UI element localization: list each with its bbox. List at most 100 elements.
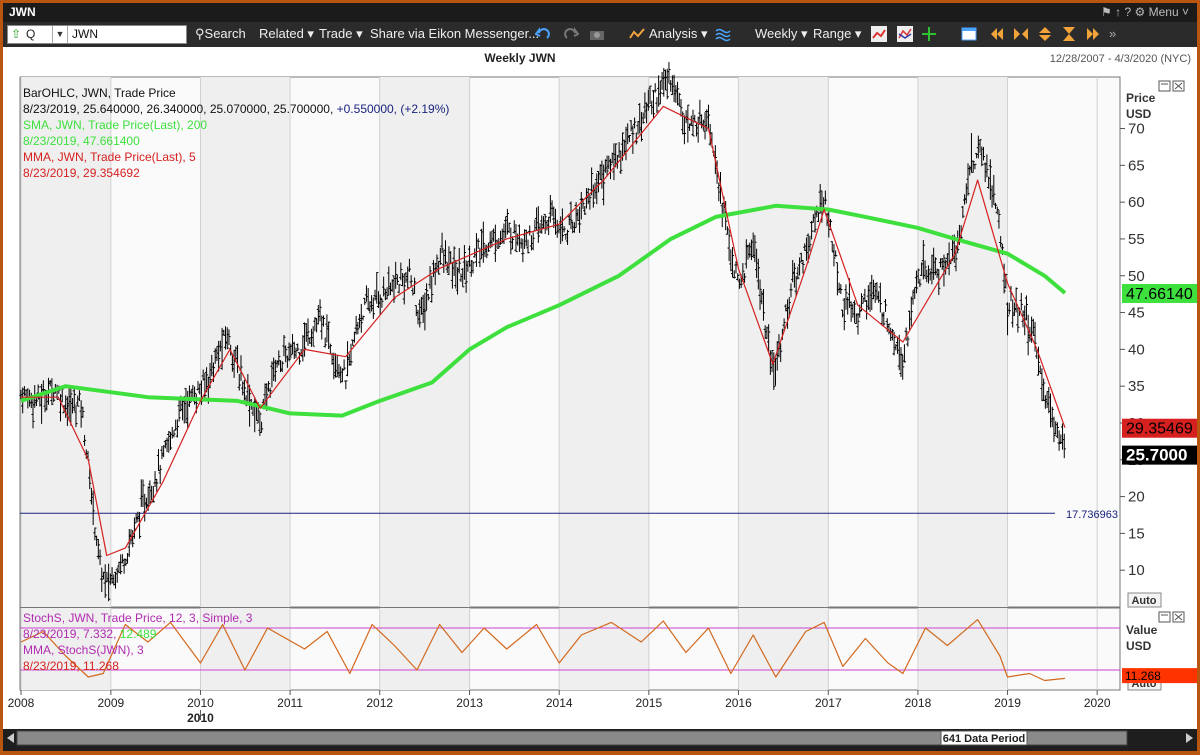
legend-sma-name: SMA, JWN, Trade Price(Last), 200 xyxy=(23,118,207,132)
scroll-right-arrow-icon[interactable] xyxy=(1186,733,1193,743)
chart-title: Weekly JWN xyxy=(484,51,555,65)
panel-restore-icon[interactable] xyxy=(1158,80,1171,92)
ric-input-box[interactable]: ⇧ Q ▼ JWN xyxy=(7,25,187,44)
scroll-left-icon[interactable] xyxy=(989,26,1005,42)
value-axis-title: Value xyxy=(1126,623,1158,637)
legend-bar-values: 8/23/2019, 25.640000, 26.340000, 25.0700… xyxy=(23,102,449,116)
year-tick-label: 2014 xyxy=(546,696,573,710)
bell-icon[interactable]: ⚑ xyxy=(1101,5,1112,19)
sma-last-value-tag-text: 47.66140 xyxy=(1126,286,1193,303)
chevron-down-icon[interactable]: ▼ xyxy=(52,26,68,43)
time-scrollbar-thumb[interactable] xyxy=(16,730,1128,746)
search-button[interactable]: ⚲Search xyxy=(195,26,246,41)
scroll-left-arrow-icon[interactable] xyxy=(7,733,14,743)
price-tick-label: 45 xyxy=(1128,305,1145,322)
mma-last-value-tag xyxy=(1122,418,1199,438)
legend-mma-value: 8/23/2019, 29.354692 xyxy=(23,166,140,180)
year-tick-label: 2012 xyxy=(366,696,393,710)
legend-stoch-mma-name: MMA, StochS(JWN), 3 xyxy=(23,643,144,657)
stoch-line xyxy=(20,618,1066,682)
up-arrow-icon[interactable]: ↑ xyxy=(1115,5,1122,19)
year-tick-label: 2010 xyxy=(187,696,214,710)
waves-icon[interactable] xyxy=(715,26,731,42)
price-tick-label: 65 xyxy=(1128,157,1145,174)
price-axis-unit: USD xyxy=(1126,107,1152,121)
search-icon: ⚲ xyxy=(195,26,205,41)
panel-close-icon-x xyxy=(1174,82,1183,90)
analysis-icon xyxy=(629,28,645,39)
more-icon[interactable]: » xyxy=(1109,26,1117,41)
year-band xyxy=(379,77,470,607)
year-tick-label: 2011 xyxy=(277,696,303,710)
share-button[interactable]: Share via Eikon Messenger... xyxy=(370,26,540,41)
year-tick-label: 2013 xyxy=(456,696,483,710)
legend-stoch-value-b: 12.489 xyxy=(120,627,157,641)
price-tick-label: 20 xyxy=(1128,489,1145,506)
price-tick-label: 35 xyxy=(1128,378,1145,395)
year-band xyxy=(200,77,291,607)
year-band xyxy=(738,77,829,607)
date-range: 12/28/2007 - 4/3/2020 (NYC) xyxy=(1050,53,1191,65)
redo-icon[interactable] xyxy=(563,26,579,42)
panel-restore-icon[interactable] xyxy=(1158,611,1171,623)
title-controls: ⚑ ↑ ? ⚙ Menu ˅ xyxy=(1101,5,1189,19)
legend-stoch-mma-value: 8/23/2019, 11.268 xyxy=(23,659,119,673)
window-icon[interactable] xyxy=(961,26,977,42)
data-period-label: 641 Data Period xyxy=(943,733,1026,745)
auto-scale-label: Auto xyxy=(1131,595,1156,607)
year-band xyxy=(379,608,470,690)
settings-icon[interactable]: ⚙ xyxy=(1134,5,1146,19)
zoom-in-icon[interactable] xyxy=(1013,26,1029,42)
legend-stoch-value-a: 8/23/2019, 7.332, xyxy=(23,627,120,641)
toolbar: ⇧ Q ▼ JWN ⚲Search Related ▾ Trade ▾ Shar… xyxy=(3,22,1197,47)
price-tick-label: 70 xyxy=(1128,121,1145,138)
chevron-down-icon[interactable]: ˅ xyxy=(1181,5,1189,19)
menu-button[interactable]: Menu xyxy=(1148,5,1179,19)
range-select[interactable]: Range ▾ xyxy=(813,26,862,41)
compare-chart-icon[interactable] xyxy=(897,26,913,42)
interval-select[interactable]: Weekly ▾ xyxy=(755,26,808,41)
undo-icon[interactable] xyxy=(535,26,551,42)
year-band xyxy=(559,77,649,607)
auto-scale-button[interactable] xyxy=(1127,592,1162,608)
crosshair-icon[interactable] xyxy=(921,26,937,42)
chart-svg: Weekly JWN 12/28/2007 - 4/3/2020 (NYC) 200… xyxy=(3,47,1199,751)
scroll-right-icon[interactable] xyxy=(1085,26,1101,42)
legend-bar-name: BarOHLC, JWN, Trade Price xyxy=(23,86,176,100)
stoch-last-value-tag xyxy=(1122,668,1199,684)
time-scrollbar[interactable] xyxy=(17,731,1127,745)
expand-vertical-icon[interactable] xyxy=(1037,26,1053,42)
year-band xyxy=(200,608,291,690)
value-axis-unit: USD xyxy=(1126,639,1152,653)
mma-line xyxy=(21,105,1066,557)
hourglass-icon[interactable] xyxy=(1061,26,1077,42)
data-period-box xyxy=(940,730,1028,746)
price-tick-label: 15 xyxy=(1128,525,1145,542)
analysis-menu[interactable]: Analysis ▾ xyxy=(649,26,708,41)
price-tick-label: 50 xyxy=(1128,268,1145,285)
ric-input[interactable]: JWN xyxy=(72,27,98,41)
price-axis-title: Price xyxy=(1126,91,1156,105)
year-tick-label: 2017 xyxy=(815,696,842,710)
legend-mma-name: MMA, JWN, Trade Price(Last), 5 xyxy=(23,150,196,164)
legend-bar-change: +0.550000, (+2.19%) xyxy=(337,102,450,116)
close-last-value-tag xyxy=(1122,445,1199,465)
price-tick-label: 55 xyxy=(1128,231,1145,248)
camera-icon[interactable] xyxy=(589,26,605,42)
title-bar: JWN ⚑ ↑ ? ⚙ Menu ˅ xyxy=(3,3,1197,22)
mma-last-value-tag-text: 29.35469 xyxy=(1126,421,1193,438)
year-tick-label: 2018 xyxy=(905,696,932,710)
up-arrow-icon: ⇧ xyxy=(11,27,22,41)
line-chart-icon[interactable] xyxy=(871,26,887,42)
ric-query-type[interactable]: Q xyxy=(26,27,36,41)
legend-stoch-values: 8/23/2019, 7.332, 12.489 xyxy=(23,627,157,641)
legend-bar-ohlc: 8/23/2019, 25.640000, 26.340000, 25.0700… xyxy=(23,102,337,116)
decade-tick-label: 2010 xyxy=(187,711,214,725)
question-icon[interactable]: ? xyxy=(1124,5,1132,19)
year-band xyxy=(917,608,1008,690)
trade-menu[interactable]: Trade ▾ xyxy=(319,26,363,41)
hline-label: 17.736963 xyxy=(1066,509,1118,521)
year-band xyxy=(559,608,649,690)
related-menu[interactable]: Related ▾ xyxy=(259,26,314,41)
year-band xyxy=(20,77,111,607)
